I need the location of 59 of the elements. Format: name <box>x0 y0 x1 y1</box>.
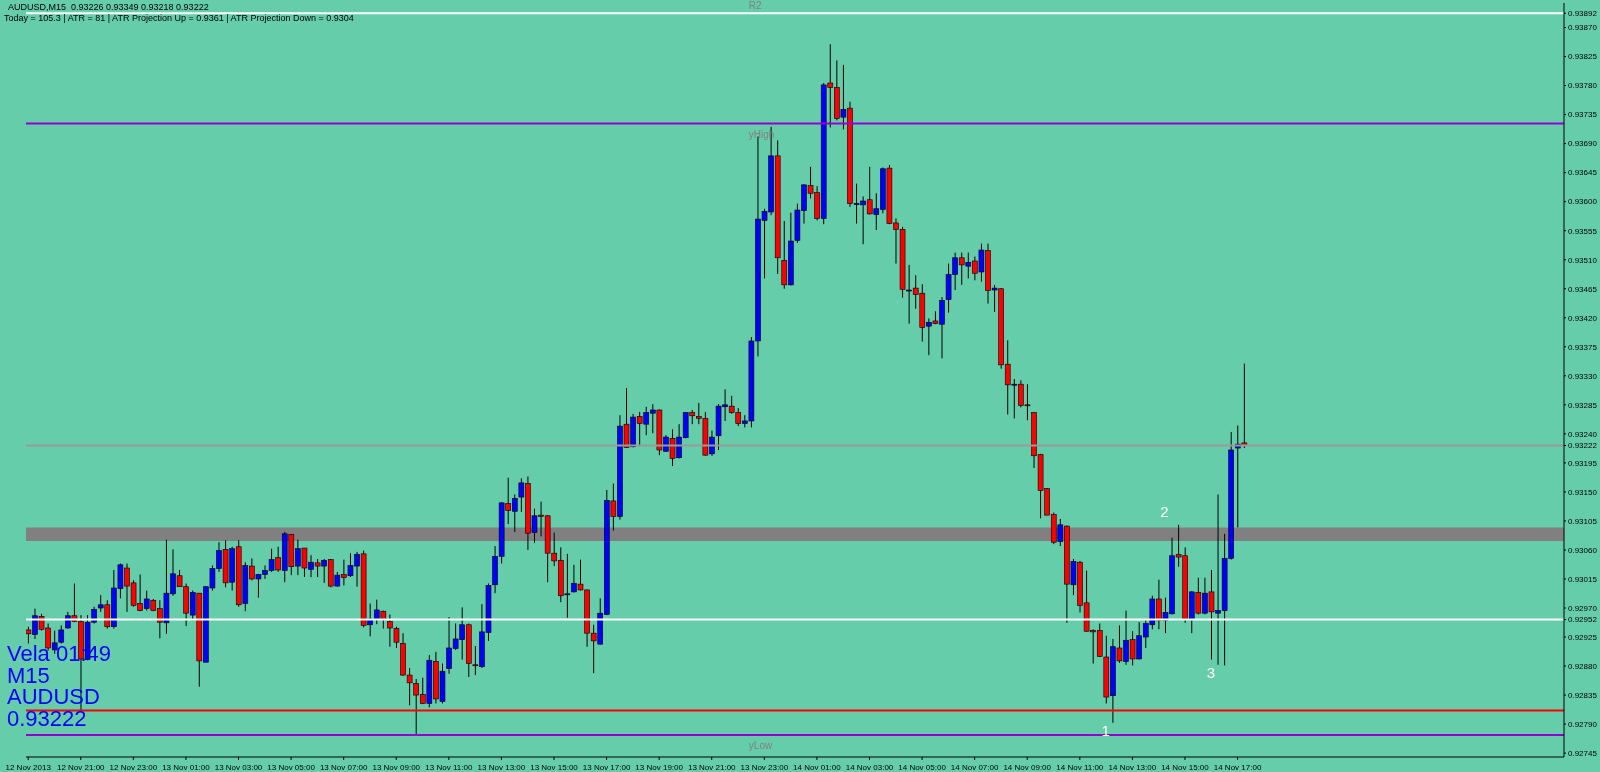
y-tick-label: 0.93285 <box>1568 400 1598 410</box>
y-tick-label: 0.93060 <box>1568 545 1598 555</box>
y-tick-label: 0.93510 <box>1568 255 1598 265</box>
ref-line-label: R2 <box>748 0 763 12</box>
x-tick-label: 13 Nov 17:00 <box>582 763 631 772</box>
y-tick-label: 0.93870 <box>1568 23 1598 33</box>
annotation: 3 <box>1206 663 1216 681</box>
x-tick-label: 14 Nov 17:00 <box>1213 763 1262 772</box>
y-tick-label: 0.93825 <box>1568 52 1598 62</box>
ref-line-label: yLow <box>748 740 773 752</box>
y-tick-label: 0.93780 <box>1568 81 1598 91</box>
y-tick-label: 0.92952 <box>1568 615 1598 625</box>
annotation: 2 <box>1160 502 1169 520</box>
y-tick-label: 0.93420 <box>1568 313 1598 323</box>
y-tick-label: 0.93330 <box>1568 371 1598 381</box>
y-tick-label: 0.93600 <box>1568 197 1598 207</box>
x-tick-label: 13 Nov 23:00 <box>740 763 789 772</box>
x-tick-label: 13 Nov 11:00 <box>425 763 473 772</box>
chart-title: AUDUSD,M15 0.93226 0.93349 0.93218 0.93222 <box>8 2 209 12</box>
x-tick-label: 13 Nov 15:00 <box>530 763 579 772</box>
y-tick-label: 0.93240 <box>1568 429 1598 439</box>
x-tick-label: 13 Nov 13:00 <box>477 763 526 772</box>
x-tick-label: 13 Nov 07:00 <box>319 763 369 772</box>
x-tick-label: 13 Nov 09:00 <box>372 763 421 772</box>
text: Today = 105.3 | ATR = 81 | ATR Projection Up = 0.9361 | ATR Projection Down = 0.9304 <box>4 13 354 23</box>
x-tick-label: 13 Nov 01:00 <box>162 763 211 772</box>
x-tick-label: 14 Nov 01:00 <box>793 763 842 772</box>
y-tick-label: 0.92925 <box>1568 632 1598 642</box>
x-tick-label: 14 Nov 15:00 <box>1161 763 1210 772</box>
y-tick-label: 0.92835 <box>1568 690 1598 700</box>
y-tick-label: 0.93892 <box>1568 9 1598 19</box>
x-tick-label: 12 Nov 2013 <box>5 763 52 772</box>
x-tick-label: 13 Nov 19:00 <box>635 763 684 772</box>
y-tick-label: 0.93555 <box>1568 226 1598 236</box>
x-tick-label: 13 Nov 21:00 <box>687 763 737 772</box>
y-tick-label: 0.93222 <box>1568 441 1598 451</box>
y-tick-label: 0.93105 <box>1568 516 1598 526</box>
x-tick-label: 14 Nov 07:00 <box>950 763 999 772</box>
x-tick-label: 14 Nov 11:00 <box>1056 763 1104 772</box>
y-tick-label: 0.93735 <box>1568 110 1598 120</box>
y-tick-label: 0.92790 <box>1568 719 1598 729</box>
y-tick-label: 0.93015 <box>1568 574 1598 584</box>
x-tick-label: 13 Nov 03:00 <box>214 763 263 772</box>
x-tick-label: 14 Nov 03:00 <box>845 763 894 772</box>
y-tick-label: 0.92745 <box>1568 748 1598 758</box>
x-tick-label: 14 Nov 09:00 <box>1003 763 1052 772</box>
x-tick-label: 12 Nov 23:00 <box>109 763 158 772</box>
x-tick-label: 12 Nov 21:00 <box>56 763 106 772</box>
y-tick-label: 0.92970 <box>1568 603 1598 613</box>
y-tick-label: 0.93690 <box>1568 139 1598 149</box>
y-tick-label: 0.93150 <box>1568 487 1598 497</box>
y-tick-label: 0.93465 <box>1568 284 1598 294</box>
y-tick-label: 0.93375 <box>1568 342 1598 352</box>
x-tick-label: 14 Nov 13:00 <box>1108 763 1157 772</box>
y-tick-label: 0.93195 <box>1568 458 1598 468</box>
y-tick-label: 0.92880 <box>1568 661 1598 671</box>
y-tick-label: 0.93645 <box>1568 168 1598 178</box>
x-tick-label: 14 Nov 05:00 <box>898 763 947 772</box>
x-tick-label: 13 Nov 05:00 <box>267 763 316 772</box>
